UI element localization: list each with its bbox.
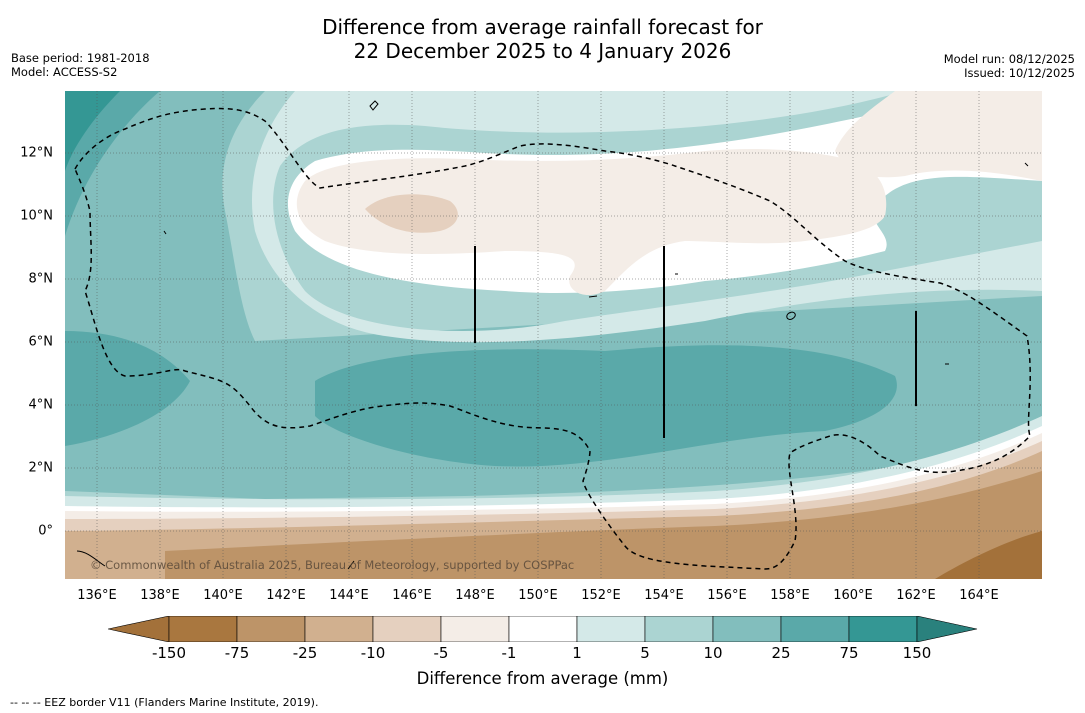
model-run: Model run: 08/12/2025 [943, 52, 1075, 66]
colorbar-tick-minus-1: -1 [501, 644, 517, 662]
colorbar-segment [440, 616, 510, 642]
lon-label-146e: 146°E [392, 588, 432, 603]
lon-label-158e: 158°E [770, 588, 810, 603]
colorbar-tick-minus-5: -5 [433, 644, 449, 662]
lon-label-148e: 148°E [455, 588, 495, 603]
zone-plus-25 [65, 91, 897, 467]
eez-legend: -- -- -- EEZ border V11 (Flanders Marine… [10, 696, 319, 709]
colorbar-extend-high [916, 616, 978, 642]
lon-label-150e: 150°E [518, 588, 558, 603]
colorbar [108, 616, 978, 642]
lat-label-6n: 6°N [28, 334, 54, 350]
lon-label-154e: 154°E [644, 588, 684, 603]
colorbar-tick-plus-25: 25 [771, 644, 791, 662]
eez-border [74, 107, 1031, 570]
lon-label-164e: 164°E [959, 588, 999, 603]
zone-minus-5 [365, 194, 458, 233]
map-title-line2: 22 December 2025 to 4 January 2026 [353, 39, 732, 63]
colorbar-tick-minus-10: -10 [360, 644, 386, 662]
lon-label-156e: 156°E [707, 588, 747, 603]
base-period: Base period: 1981-2018 [11, 51, 150, 65]
lat-label-12n: 12°N [20, 145, 53, 161]
colorbar-tick-minus-150: -150 [151, 644, 187, 662]
map-title-line1: Difference from average rainfall forecas… [322, 15, 763, 39]
lat-label-2n: 2°N [28, 460, 54, 476]
lat-label-10n: 10°N [20, 208, 53, 224]
island-marks [76, 100, 1029, 570]
map-gridlines [65, 91, 1042, 579]
colorbar-segment [712, 616, 782, 642]
colorbar-segment [372, 616, 442, 642]
lon-label-140e: 140°E [203, 588, 243, 603]
lat-label-4n: 4°N [28, 397, 54, 413]
colorbar-segment [780, 616, 850, 642]
lon-label-142e: 142°E [266, 588, 306, 603]
lon-label-144e: 144°E [329, 588, 369, 603]
colorbar-segment [236, 616, 306, 642]
colorbar-segment [304, 616, 374, 642]
lon-label-160e: 160°E [833, 588, 873, 603]
colorbar-segment [508, 616, 578, 642]
colorbar-tick-plus-5: 5 [640, 644, 650, 662]
lat-label-0: 0° [38, 523, 53, 539]
lon-label-136e: 136°E [77, 588, 117, 603]
colorbar-tick-plus-75: 75 [839, 644, 859, 662]
zone-plus-75 [65, 91, 120, 171]
zone-plus-1 [252, 91, 1042, 343]
colorbar-tick-plus-1: 1 [572, 644, 582, 662]
colorbar-tick-plus-150: 150 [902, 644, 932, 662]
colorbar-tick-minus-25: -25 [292, 644, 318, 662]
copyright-notice: © Commonwealth of Australia 2025, Bureau… [90, 558, 575, 572]
colorbar-segment [576, 616, 646, 642]
lon-label-162e: 162°E [896, 588, 936, 603]
rainfall-anomaly-map [65, 91, 1042, 579]
colorbar-segment [644, 616, 714, 642]
colorbar-extend-low [108, 616, 170, 642]
colorbar-title: Difference from average (mm) [416, 669, 669, 688]
lon-label-138e: 138°E [140, 588, 180, 603]
colorbar-segment [848, 616, 918, 642]
colorbar-tick-minus-75: -75 [224, 644, 250, 662]
issued-date: Issued: 10/12/2025 [964, 66, 1075, 80]
zone-south-minus-75 [935, 531, 1042, 579]
zone-minus-1 [296, 91, 1042, 296]
colorbar-tick-plus-10: 10 [703, 644, 723, 662]
lat-label-8n: 8°N [28, 271, 54, 287]
zone-south-minus-25 [165, 471, 1042, 579]
lon-label-152e: 152°E [581, 588, 621, 603]
colorbar-segment [168, 616, 238, 642]
model-name: Model: ACCESS-S2 [11, 65, 118, 79]
